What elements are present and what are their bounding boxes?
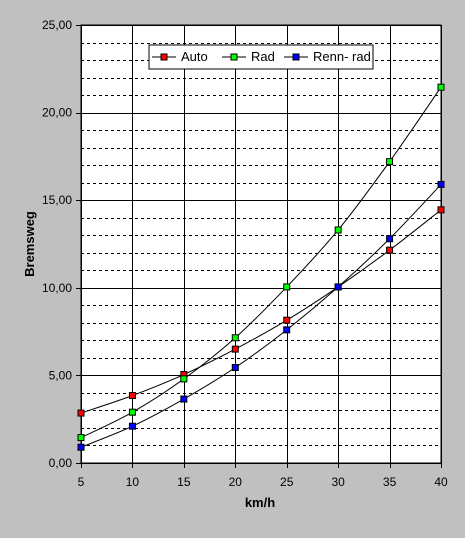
plot-frame bbox=[80, 24, 442, 464]
data-point-marker bbox=[231, 364, 239, 372]
data-point-marker bbox=[283, 283, 291, 291]
y-axis-tick-labels: 0,00 5,00 10,00 15,00 20,00 25,00 bbox=[42, 18, 81, 470]
y-tick-label: 10,00 bbox=[42, 281, 72, 295]
legend-label: Rad bbox=[251, 49, 275, 64]
data-point-marker bbox=[334, 283, 342, 291]
series-3 bbox=[77, 180, 445, 451]
legend-marker bbox=[230, 53, 238, 61]
x-tick-label: 40 bbox=[434, 475, 448, 489]
legend-label: Renn- rad bbox=[313, 49, 371, 64]
data-point-marker bbox=[180, 375, 188, 383]
data-point-marker bbox=[334, 226, 342, 234]
series-1 bbox=[77, 206, 445, 417]
x-tick-label: 5 bbox=[78, 475, 85, 489]
y-tick-label: 20,00 bbox=[42, 106, 72, 120]
legend-box bbox=[148, 44, 374, 70]
x-tick-label: 30 bbox=[331, 475, 345, 489]
y-axis-label: Bremsweg bbox=[22, 211, 37, 277]
legend: Auto Rad Renn- rad bbox=[148, 44, 374, 70]
plot-area bbox=[81, 25, 441, 463]
series-lines bbox=[77, 83, 445, 451]
x-axis-tick-labels: 5 10 15 20 25 30 35 40 bbox=[78, 463, 448, 489]
x-tick-label: 10 bbox=[126, 475, 140, 489]
data-point-marker bbox=[128, 392, 136, 400]
data-point-marker bbox=[77, 443, 85, 451]
data-point-marker bbox=[180, 395, 188, 403]
data-point-marker bbox=[437, 206, 445, 214]
data-point-marker bbox=[128, 408, 136, 416]
data-point-marker bbox=[77, 434, 85, 442]
data-point-marker bbox=[231, 334, 239, 342]
legend-label: Auto bbox=[181, 49, 208, 64]
data-point-marker bbox=[386, 246, 394, 254]
data-point-marker bbox=[437, 83, 445, 91]
data-point-marker bbox=[386, 158, 394, 166]
y-tick-label: 25,00 bbox=[42, 18, 72, 32]
data-point-marker bbox=[283, 316, 291, 324]
x-tick-label: 15 bbox=[177, 475, 191, 489]
legend-marker bbox=[292, 53, 300, 61]
data-point-marker bbox=[437, 180, 445, 188]
legend-marker bbox=[160, 53, 168, 61]
x-axis-label: km/h bbox=[245, 495, 275, 510]
x-tick-label: 20 bbox=[229, 475, 243, 489]
x-tick-label: 25 bbox=[280, 475, 294, 489]
series-2 bbox=[77, 83, 445, 442]
x-tick-label: 35 bbox=[383, 475, 397, 489]
data-point-marker bbox=[128, 422, 136, 430]
y-tick-label: 15,00 bbox=[42, 193, 72, 207]
y-tick-label: 0,00 bbox=[49, 456, 73, 470]
data-point-marker bbox=[77, 409, 85, 417]
data-point-marker bbox=[386, 235, 394, 243]
y-tick-label: 5,00 bbox=[49, 368, 73, 382]
data-point-marker bbox=[283, 326, 291, 334]
data-point-marker bbox=[231, 345, 239, 353]
